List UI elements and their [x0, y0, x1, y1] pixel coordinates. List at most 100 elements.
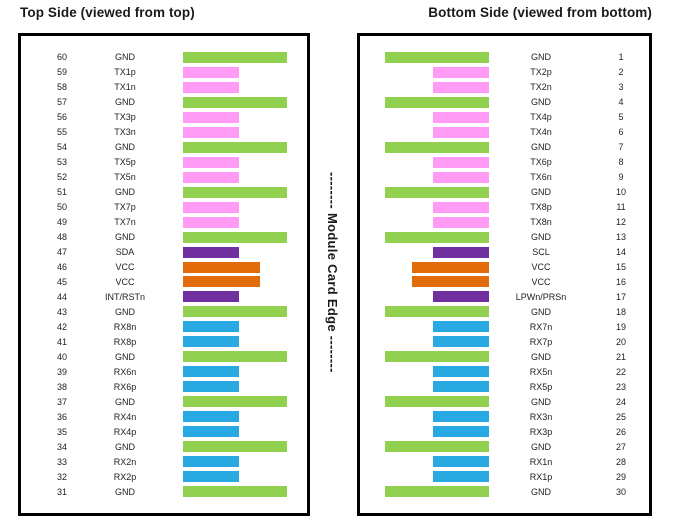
pin-label: GND [531, 306, 551, 317]
pin-bar-gnd [183, 396, 287, 408]
pin-label: SDA [115, 247, 135, 258]
pin-bar-tx [433, 81, 489, 93]
pin-bar-zone [183, 246, 287, 258]
pin-bar-rx [183, 426, 239, 438]
pin-bar-zone [183, 261, 287, 273]
pin-bar-gnd [183, 486, 287, 498]
pin-bar-tx [183, 126, 239, 138]
pin-label: VCC [115, 262, 135, 273]
pin-bar-gnd [385, 351, 489, 363]
pin-row-9: TX6n 9 [360, 170, 649, 185]
pin-number: 13 [615, 232, 626, 243]
pin-number: 44 [56, 291, 67, 302]
pin-number: 46 [56, 262, 67, 273]
pin-row-25: RX3n 25 [360, 409, 649, 424]
pin-number: 8 [618, 157, 624, 168]
pin-row-46: 46 VCC [21, 260, 307, 275]
pin-bar-zone [183, 456, 287, 468]
pin-row-53: 53 TX5p [21, 155, 307, 170]
pin-number: 10 [615, 187, 626, 198]
pin-row-55: 55 TX3n [21, 125, 307, 140]
pin-label: GND [115, 187, 135, 198]
pin-number: 14 [615, 247, 626, 258]
pin-row-36: 36 RX4n [21, 409, 307, 424]
pin-label: TX4n [530, 127, 552, 138]
pin-bar-zone [385, 51, 489, 63]
pin-bar-tx [183, 171, 239, 183]
pin-number: 20 [615, 336, 626, 347]
pin-bar-zone [385, 471, 489, 483]
pin-row-10: GND 10 [360, 185, 649, 200]
pin-bar-zone [385, 141, 489, 153]
pin-bar-gnd [183, 306, 287, 318]
pin-row-2: TX2p 2 [360, 65, 649, 80]
pin-number: 6 [618, 127, 624, 138]
pin-row-21: GND 21 [360, 349, 649, 364]
pin-bar-gnd [385, 231, 489, 243]
pin-bar-rx [433, 366, 489, 378]
pin-bar-tx [433, 126, 489, 138]
pin-row-38: 38 RX6p [21, 379, 307, 394]
pin-label: TX1n [114, 82, 136, 93]
pin-label: GND [531, 351, 551, 362]
pin-bar-zone [183, 51, 287, 63]
pin-bar-zone [385, 306, 489, 318]
pin-bar-rx [183, 456, 239, 468]
pin-row-48: 48 GND [21, 230, 307, 245]
pin-row-20: RX7p 20 [360, 334, 649, 349]
pin-label: RX5p [529, 381, 553, 392]
pin-bar-ctrl [183, 291, 239, 303]
pin-label: GND [531, 396, 551, 407]
pin-bar-tx [433, 201, 489, 213]
pin-label: RX8p [113, 336, 137, 347]
pin-bar-gnd [183, 351, 287, 363]
pin-number: 21 [615, 351, 626, 362]
pin-bar-tx [183, 216, 239, 228]
pin-label: RX3p [529, 426, 553, 437]
pin-label: TX5p [114, 157, 136, 168]
pin-row-42: 42 RX8n [21, 319, 307, 334]
pin-bar-gnd [385, 51, 489, 63]
pin-bar-ctrl [183, 246, 239, 258]
pin-bar-zone [183, 441, 287, 453]
pin-number: 35 [56, 426, 67, 437]
pin-number: 41 [56, 336, 67, 347]
pin-bar-zone [385, 276, 489, 288]
pin-number: 50 [56, 202, 67, 213]
pin-number: 39 [56, 366, 67, 377]
pin-bar-zone [385, 96, 489, 108]
pin-bar-gnd [385, 486, 489, 498]
pin-row-13: GND 13 [360, 230, 649, 245]
pin-bar-vcc [412, 276, 489, 288]
pin-bar-gnd [385, 396, 489, 408]
pin-bar-zone [183, 66, 287, 78]
pin-bar-rx [433, 336, 489, 348]
pin-row-32: 32 RX2p [21, 469, 307, 484]
pin-label: GND [115, 97, 135, 108]
pin-bar-zone [183, 471, 287, 483]
pin-label: GND [531, 52, 551, 63]
pin-number: 36 [56, 411, 67, 422]
pin-row-11: TX8p 11 [360, 200, 649, 215]
pin-bar-gnd [183, 51, 287, 63]
pin-bar-rx [183, 471, 239, 483]
pin-number: 4 [618, 97, 624, 108]
pin-bar-zone [385, 261, 489, 273]
pin-label: GND [531, 232, 551, 243]
pin-bar-zone [385, 486, 489, 498]
pin-label: RX6n [113, 366, 137, 377]
pin-label: VCC [115, 276, 135, 287]
pin-bar-rx [433, 411, 489, 423]
pin-bar-gnd [183, 141, 287, 153]
pin-number: 31 [56, 486, 67, 497]
pin-label: TX1p [114, 67, 136, 78]
pin-bar-zone [183, 156, 287, 168]
pin-label: GND [115, 351, 135, 362]
pin-bar-gnd [183, 441, 287, 453]
pin-bar-zone [385, 381, 489, 393]
pin-label: VCC [531, 262, 551, 273]
pin-label: RX7p [529, 336, 553, 347]
pin-number: 17 [615, 291, 626, 302]
pin-row-33: 33 RX2n [21, 454, 307, 469]
pin-bar-gnd [183, 96, 287, 108]
